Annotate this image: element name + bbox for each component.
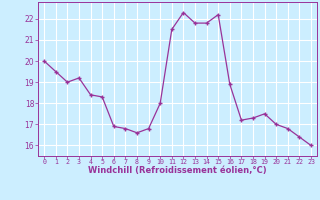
X-axis label: Windchill (Refroidissement éolien,°C): Windchill (Refroidissement éolien,°C) xyxy=(88,166,267,175)
